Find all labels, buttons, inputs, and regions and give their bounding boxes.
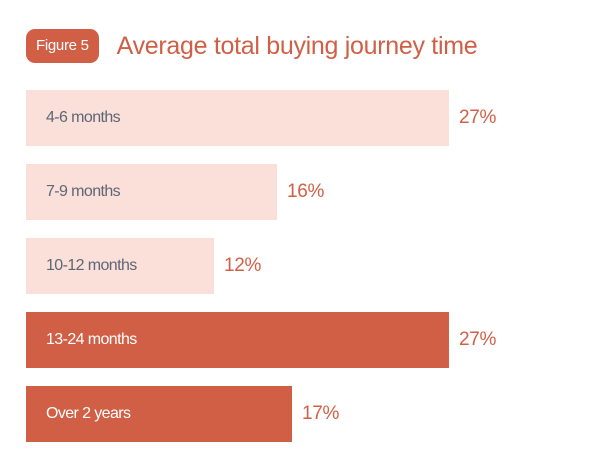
figure-badge: Figure 5 bbox=[26, 29, 99, 63]
bar-category-label: Over 2 years bbox=[46, 405, 131, 422]
bar: 4-6 months bbox=[26, 90, 449, 146]
chart-title: Average total buying journey time bbox=[116, 32, 478, 60]
bar-row: 10-12 months 12% bbox=[26, 238, 586, 294]
bar: 13-24 months bbox=[26, 312, 449, 368]
bar: 10-12 months bbox=[26, 238, 214, 294]
bar-category-label: 10-12 months bbox=[46, 257, 137, 274]
bar-category-label: 4-6 months bbox=[46, 109, 121, 126]
bar-value-label: 27% bbox=[459, 107, 497, 128]
bar: Over 2 years bbox=[26, 386, 292, 442]
bar-row: Over 2 years 17% bbox=[26, 386, 586, 442]
bar-category-label: 7-9 months bbox=[46, 183, 121, 200]
bar-chart: 4-6 months 27% 7-9 months 16% 10-12 months 12… bbox=[26, 90, 586, 450]
bar-row: 4-6 months 27% bbox=[26, 90, 586, 146]
bar-value-label: 17% bbox=[302, 403, 340, 424]
bar-value-label: 12% bbox=[224, 255, 262, 276]
chart-header: Figure 5 Average total buying journey ti… bbox=[26, 26, 478, 66]
bar-category-label: 13-24 months bbox=[46, 331, 137, 348]
bar-value-label: 16% bbox=[287, 181, 325, 202]
bar-value-label: 27% bbox=[459, 329, 497, 350]
bar-row: 13-24 months 27% bbox=[26, 312, 586, 368]
bar: 7-9 months bbox=[26, 164, 277, 220]
bar-row: 7-9 months 16% bbox=[26, 164, 586, 220]
